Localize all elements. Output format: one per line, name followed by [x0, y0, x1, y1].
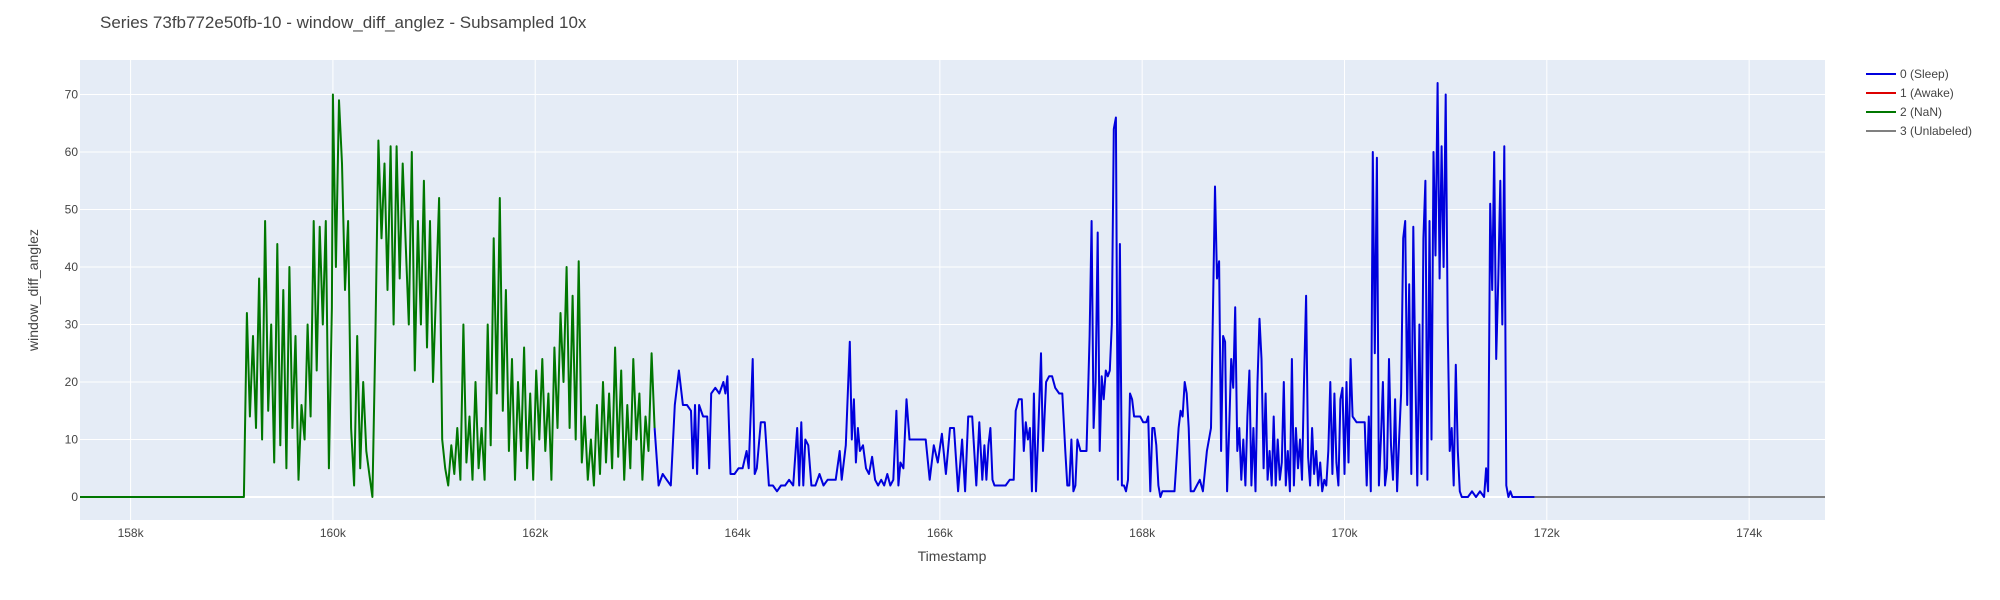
legend[interactable]: 0 (Sleep) 1 (Awake) 2 (NaN) 3 (Unlabeled) — [1866, 67, 1972, 138]
grid-lines — [80, 60, 1825, 520]
x-tick-label: 166k — [927, 526, 954, 540]
x-tick-label: 162k — [522, 526, 549, 540]
series-line — [653, 82, 1535, 498]
x-axis-title: Timestamp — [918, 548, 987, 564]
y-tick-label: 20 — [65, 375, 79, 389]
legend-label: 2 (NaN) — [1900, 105, 1942, 119]
legend-item[interactable]: 1 (Awake) — [1866, 86, 1954, 100]
y-tick-label: 0 — [71, 490, 78, 504]
x-tick-label: 160k — [320, 526, 347, 540]
y-tick-label: 40 — [65, 260, 79, 274]
x-tick-label: 164k — [725, 526, 752, 540]
legend-label: 0 (Sleep) — [1900, 67, 1949, 81]
x-tick-label: 172k — [1534, 526, 1561, 540]
y-tick-label: 50 — [65, 203, 79, 217]
legend-label: 1 (Awake) — [1900, 86, 1954, 100]
x-tick-label: 170k — [1331, 526, 1358, 540]
y-tick-label: 70 — [65, 88, 79, 102]
y-axis-title: window_diff_anglez — [25, 229, 41, 352]
y-tick-label: 30 — [65, 318, 79, 332]
chart-title: Series 73fb772e50fb-10 - window_diff_ang… — [100, 13, 587, 32]
x-tick-label: 174k — [1736, 526, 1763, 540]
x-tick-label: 168k — [1129, 526, 1156, 540]
x-axis-ticks: 158k 160k 162k 164k 166k 168k 170k 172k 174k — [118, 526, 1764, 540]
legend-item[interactable]: 2 (NaN) — [1866, 105, 1942, 119]
y-axis-ticks: 0 10 20 30 40 50 60 70 — [65, 88, 79, 505]
plot-background — [80, 60, 1825, 520]
x-tick-label: 158k — [118, 526, 145, 540]
legend-item[interactable]: 3 (Unlabeled) — [1866, 124, 1972, 138]
series-lines — [80, 82, 1825, 498]
series-line — [80, 93, 656, 498]
legend-label: 3 (Unlabeled) — [1900, 124, 1972, 138]
legend-item[interactable]: 0 (Sleep) — [1866, 67, 1949, 81]
y-tick-label: 60 — [65, 145, 79, 159]
y-tick-label: 10 — [65, 433, 79, 447]
